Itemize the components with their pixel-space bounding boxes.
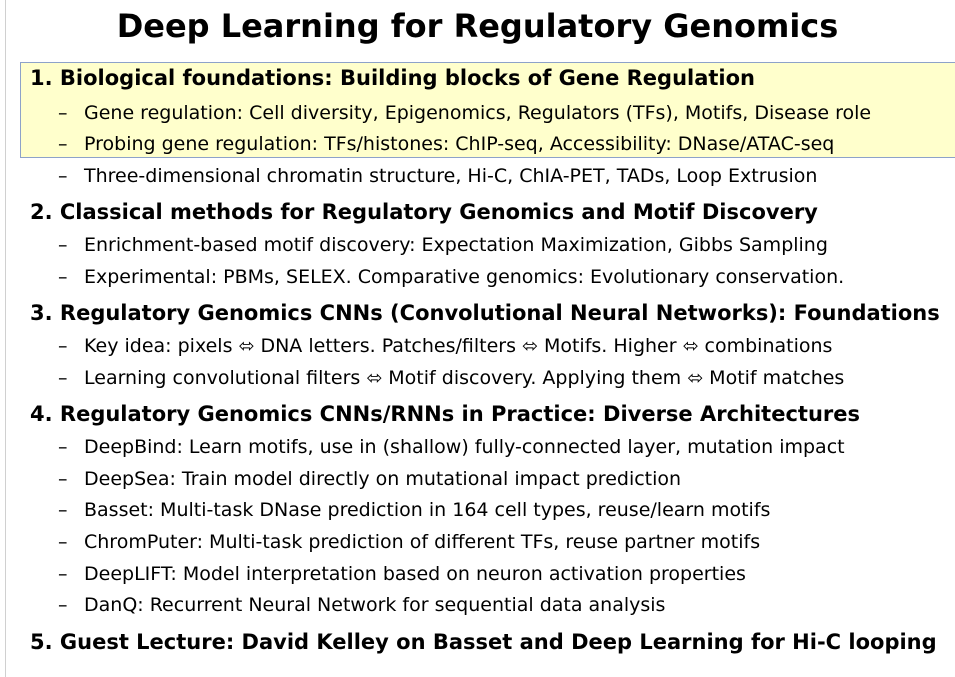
list-item: – Key idea: pixels ⬄ DNA letters. Patches… xyxy=(58,333,832,359)
list-item: – Probing gene regulation: TFs/histones: … xyxy=(58,131,834,157)
section-heading-5: 5. Guest Lecture: David Kelley on Basset… xyxy=(30,630,937,654)
bullet-dash: – xyxy=(58,563,68,585)
list-item-text: Learning convolutional filters ⬄ Motif d… xyxy=(84,367,845,389)
list-item-text: Probing gene regulation: TFs/histones: C… xyxy=(84,133,835,155)
list-item-text: Gene regulation: Cell diversity, Epigeno… xyxy=(84,102,872,124)
bullet-dash: – xyxy=(58,594,68,616)
section-1-highlight-box xyxy=(20,62,955,158)
section-heading-2: 2. Classical methods for Regulatory Geno… xyxy=(30,200,818,224)
bullet-dash: – xyxy=(58,165,68,187)
list-item: – Three-dimensional chromatin structure, … xyxy=(58,163,817,189)
list-item: – DeepSea: Train model directly on mutati… xyxy=(58,466,681,492)
bullet-dash: – xyxy=(58,266,68,288)
list-item: – DeepLIFT: Model interpretation based on… xyxy=(58,561,746,587)
bullet-dash: – xyxy=(58,133,68,155)
list-item-text: Enrichment-based motif discovery: Expect… xyxy=(84,234,828,256)
left-margin-rule xyxy=(5,0,6,677)
section-heading-1: 1. Biological foundations: Building bloc… xyxy=(30,66,756,90)
list-item: – ChromPuter: Multi-task prediction of di… xyxy=(58,529,760,555)
section-heading-4: 4. Regulatory Genomics CNNs/RNNs in Prac… xyxy=(30,402,861,426)
list-item-text: Experimental: PBMs, SELEX. Comparative g… xyxy=(84,266,845,288)
bullet-dash: – xyxy=(58,499,68,521)
list-item-text: DeepSea: Train model directly on mutatio… xyxy=(84,468,682,490)
bullet-dash: – xyxy=(58,335,68,357)
list-item: – Enrichment-based motif discovery: Expec… xyxy=(58,232,828,258)
list-item-text: Three-dimensional chromatin structure, H… xyxy=(84,165,818,187)
list-item: – Experimental: PBMs, SELEX. Comparative … xyxy=(58,264,844,290)
list-item-text: DanQ: Recurrent Neural Network for seque… xyxy=(84,594,666,616)
section-heading-3: 3. Regulatory Genomics CNNs (Convolution… xyxy=(30,301,940,325)
list-item-text: DeepBind: Learn motifs, use in (shallow)… xyxy=(84,436,845,458)
list-item-text: ChromPuter: Multi-task prediction of dif… xyxy=(84,531,761,553)
bullet-dash: – xyxy=(58,234,68,256)
list-item: – DeepBind: Learn motifs, use in (shallow… xyxy=(58,434,845,460)
bullet-dash: – xyxy=(58,102,68,124)
list-item-text: Key idea: pixels ⬄ DNA letters. Patches/… xyxy=(84,335,833,357)
list-item: – Basset: Multi-task DNase prediction in … xyxy=(58,497,770,523)
list-item-text: DeepLIFT: Model interpretation based on … xyxy=(84,563,746,585)
list-item-text: Basset: Multi-task DNase prediction in 1… xyxy=(84,499,771,521)
list-item: – Learning convolutional filters ⬄ Motif … xyxy=(58,365,844,391)
list-item: – Gene regulation: Cell diversity, Epigen… xyxy=(58,100,871,126)
slide-title: Deep Learning for Regulatory Genomics xyxy=(116,7,839,45)
bullet-dash: – xyxy=(58,436,68,458)
bullet-dash: – xyxy=(58,468,68,490)
list-item: – DanQ: Recurrent Neural Network for sequ… xyxy=(58,592,665,618)
bullet-dash: – xyxy=(58,531,68,553)
bullet-dash: – xyxy=(58,367,68,389)
